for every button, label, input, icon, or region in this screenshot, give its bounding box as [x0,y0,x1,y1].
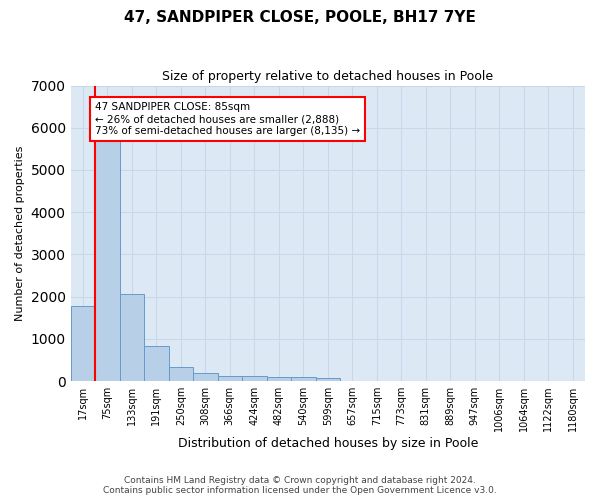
Bar [169,366,193,381]
Bar [218,376,242,381]
Text: 47, SANDPIPER CLOSE, POOLE, BH17 7YE: 47, SANDPIPER CLOSE, POOLE, BH17 7YE [124,10,476,25]
Bar [95,137,119,381]
Bar [193,373,218,381]
Bar [316,378,340,381]
Bar [266,377,291,381]
Bar [291,378,316,381]
Bar [242,376,266,381]
X-axis label: Distribution of detached houses by size in Poole: Distribution of detached houses by size … [178,437,478,450]
Bar [119,294,144,381]
Text: 47 SANDPIPER CLOSE: 85sqm
← 26% of detached houses are smaller (2,888)
73% of se: 47 SANDPIPER CLOSE: 85sqm ← 26% of detac… [95,102,360,136]
Bar [144,346,169,381]
Title: Size of property relative to detached houses in Poole: Size of property relative to detached ho… [162,70,493,83]
Bar [71,306,95,381]
Y-axis label: Number of detached properties: Number of detached properties [15,146,25,321]
Text: Contains HM Land Registry data © Crown copyright and database right 2024.
Contai: Contains HM Land Registry data © Crown c… [103,476,497,495]
